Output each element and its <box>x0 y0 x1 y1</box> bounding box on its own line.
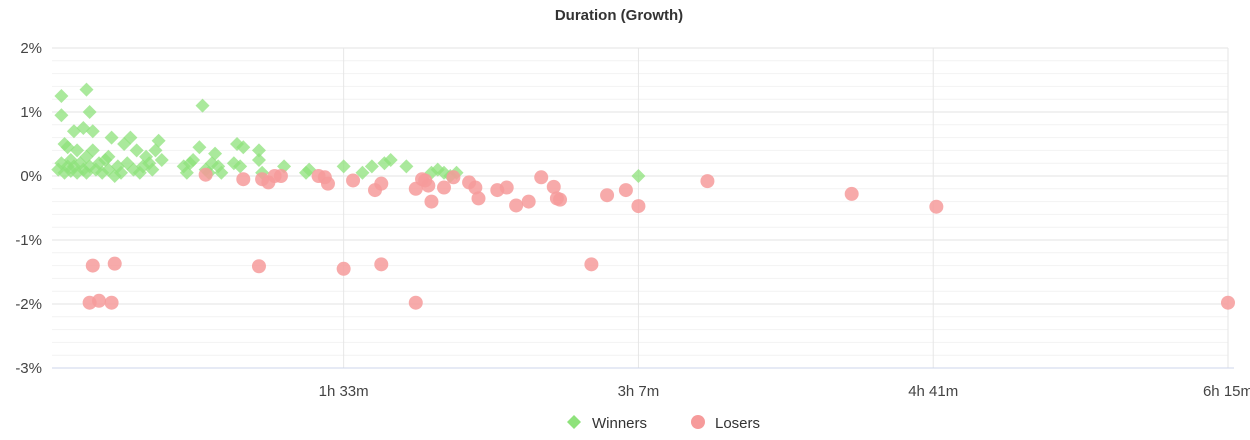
series-losers <box>82 167 1235 310</box>
loser-point[interactable] <box>844 186 859 201</box>
winner-point[interactable] <box>54 89 69 103</box>
winner-point[interactable] <box>123 130 138 145</box>
x-tick-label: 6h 15m <box>1203 383 1250 400</box>
loser-point[interactable] <box>85 258 100 273</box>
loser-point[interactable] <box>437 180 451 195</box>
x-tick-label: 3h 7m <box>618 383 660 400</box>
loser-point[interactable] <box>446 170 461 185</box>
series-layer <box>51 82 1235 310</box>
loser-point[interactable] <box>374 176 389 191</box>
series-winners <box>51 82 646 183</box>
loser-point[interactable] <box>499 180 514 195</box>
legend-winners-label: Winners <box>592 415 647 432</box>
legend-winners-diamond-icon <box>567 415 581 429</box>
loser-point[interactable] <box>336 261 351 276</box>
winner-point[interactable] <box>208 146 223 161</box>
loser-point[interactable] <box>584 257 599 272</box>
legend-item-winners[interactable]: Winners <box>567 415 647 432</box>
winner-point[interactable] <box>85 124 100 139</box>
winner-point[interactable] <box>214 165 229 180</box>
loser-point[interactable] <box>468 180 483 195</box>
winner-point[interactable] <box>145 162 160 177</box>
winner-point[interactable] <box>195 98 210 113</box>
loser-point[interactable] <box>700 174 715 189</box>
loser-point[interactable] <box>104 295 119 310</box>
winner-point[interactable] <box>117 137 132 151</box>
winner-point[interactable] <box>631 169 646 183</box>
winner-point[interactable] <box>383 153 398 167</box>
loser-point[interactable] <box>251 259 266 274</box>
x-tick-label: 4h 41m <box>908 383 958 400</box>
winner-point[interactable] <box>154 153 169 167</box>
loser-point[interactable] <box>320 176 335 191</box>
winner-point[interactable] <box>104 130 119 145</box>
winner-point[interactable] <box>101 149 116 164</box>
loser-point[interactable] <box>521 194 536 209</box>
winner-point[interactable] <box>85 143 100 158</box>
winner-point[interactable] <box>251 143 266 158</box>
loser-point[interactable] <box>600 188 615 203</box>
loser-point[interactable] <box>273 169 288 183</box>
winner-point[interactable] <box>151 133 166 148</box>
y-tick-label: 1% <box>20 104 42 121</box>
loser-point[interactable] <box>1221 295 1235 310</box>
loser-point[interactable] <box>346 173 361 188</box>
loser-point[interactable] <box>618 183 633 198</box>
axes: 2% 1% 0% -1% -2% -3% 1h 33m 3h 7m 4h 41m 6h 15m <box>15 40 1250 400</box>
winner-point[interactable] <box>129 143 144 158</box>
loser-point[interactable] <box>198 167 213 182</box>
chart-title: Duration (Growth) <box>555 7 683 24</box>
winner-point[interactable] <box>233 159 248 174</box>
loser-point[interactable] <box>107 256 122 271</box>
legend-item-losers[interactable]: Losers <box>691 415 760 432</box>
y-tick-label: -2% <box>15 296 42 313</box>
winner-point[interactable] <box>355 165 370 180</box>
loser-point[interactable] <box>374 257 389 272</box>
y-tick-label: -1% <box>15 232 42 249</box>
winner-point[interactable] <box>236 140 251 155</box>
winner-point[interactable] <box>82 105 97 119</box>
winner-point[interactable] <box>336 159 351 174</box>
winner-point[interactable] <box>399 159 414 174</box>
winner-point[interactable] <box>364 159 379 174</box>
winner-point[interactable] <box>113 165 128 180</box>
legend-losers-circle-icon <box>691 415 705 429</box>
y-tick-label: -3% <box>15 360 42 377</box>
loser-point[interactable] <box>631 199 646 214</box>
loser-point[interactable] <box>421 178 436 193</box>
loser-point[interactable] <box>92 293 107 308</box>
y-tick-label: 0% <box>20 168 42 185</box>
winner-point[interactable] <box>51 162 66 177</box>
y-tick-label: 2% <box>20 40 42 57</box>
loser-point[interactable] <box>553 192 568 207</box>
loser-point[interactable] <box>236 172 251 187</box>
loser-point[interactable] <box>408 295 423 310</box>
loser-point[interactable] <box>534 170 549 185</box>
loser-point[interactable] <box>546 179 561 194</box>
winner-point[interactable] <box>120 156 135 171</box>
loser-point[interactable] <box>424 194 439 209</box>
loser-point[interactable] <box>509 198 524 213</box>
winner-point[interactable] <box>70 143 85 158</box>
legend-losers-label: Losers <box>715 415 760 432</box>
legend[interactable]: Winners Losers <box>567 415 760 432</box>
winner-point[interactable] <box>192 140 207 155</box>
winner-point[interactable] <box>54 108 69 123</box>
winner-point[interactable] <box>79 82 94 97</box>
loser-point[interactable] <box>471 191 486 206</box>
loser-point[interactable] <box>929 199 944 214</box>
winner-point[interactable] <box>186 153 201 167</box>
x-tick-label: 1h 33m <box>319 383 369 400</box>
winner-point[interactable] <box>251 153 266 167</box>
